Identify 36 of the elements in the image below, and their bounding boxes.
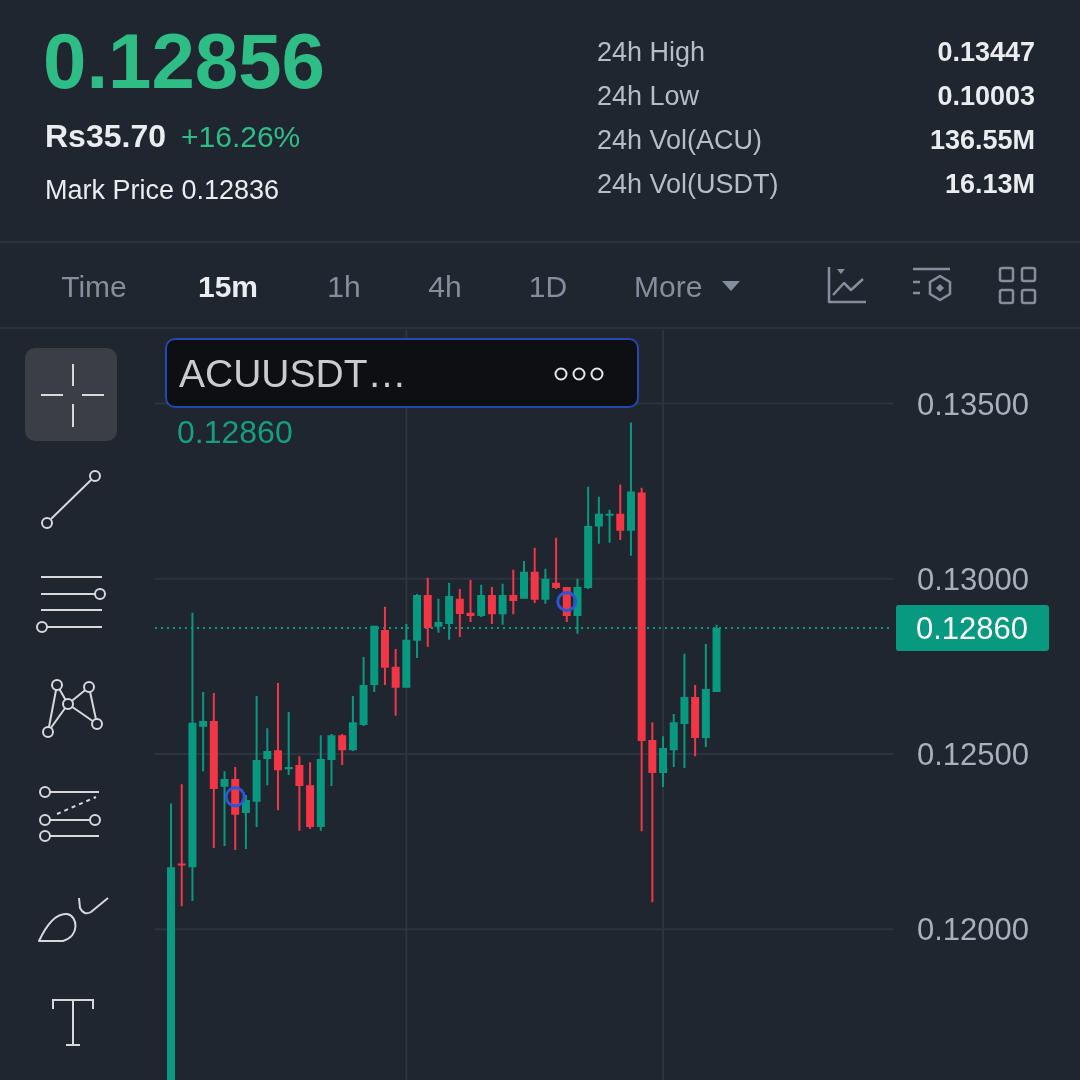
candlestick xyxy=(466,579,475,622)
text: +16.26% xyxy=(181,120,301,153)
candlestick xyxy=(284,712,293,776)
text: 1h xyxy=(327,270,361,303)
text: 16.13M xyxy=(944,169,1035,199)
text: 24h Vol(ACU) xyxy=(597,125,763,155)
chart-title: 0.12856 xyxy=(43,17,325,105)
text: 24h Low xyxy=(597,81,700,111)
candlestick xyxy=(552,537,561,589)
candlestick xyxy=(177,784,186,907)
text: Time xyxy=(61,270,127,303)
y-tick-label: 0.12000 xyxy=(917,912,1030,948)
text: 1D xyxy=(528,270,568,303)
annotation: ACUUSDT… xyxy=(179,352,407,395)
candlestick xyxy=(220,771,229,846)
text: 4h xyxy=(428,270,462,303)
candlestick xyxy=(434,598,443,633)
text: Rs35.70 xyxy=(45,118,166,154)
text: Mark Price 0.12836 xyxy=(45,175,280,205)
candlestick xyxy=(199,692,208,772)
text: More xyxy=(634,270,703,303)
text: 0.10003 xyxy=(937,81,1035,111)
annotation: 0.12860 xyxy=(177,414,293,450)
candlestick xyxy=(605,509,614,543)
text: 0.13447 xyxy=(937,37,1035,67)
text: 24h High xyxy=(597,37,706,67)
y-tick-label: 0.13000 xyxy=(917,561,1030,597)
ref-line-label: 0.12860 xyxy=(915,610,1029,646)
candlestick xyxy=(263,728,272,786)
text: 136.55M xyxy=(929,125,1035,155)
text: 24h Vol(USDT) xyxy=(597,169,779,199)
candlestick xyxy=(274,682,282,811)
y-tick-label: 0.13500 xyxy=(917,386,1030,422)
candlestick xyxy=(509,569,518,615)
text: 15m xyxy=(197,270,259,303)
y-tick-label: 0.12500 xyxy=(917,737,1030,773)
